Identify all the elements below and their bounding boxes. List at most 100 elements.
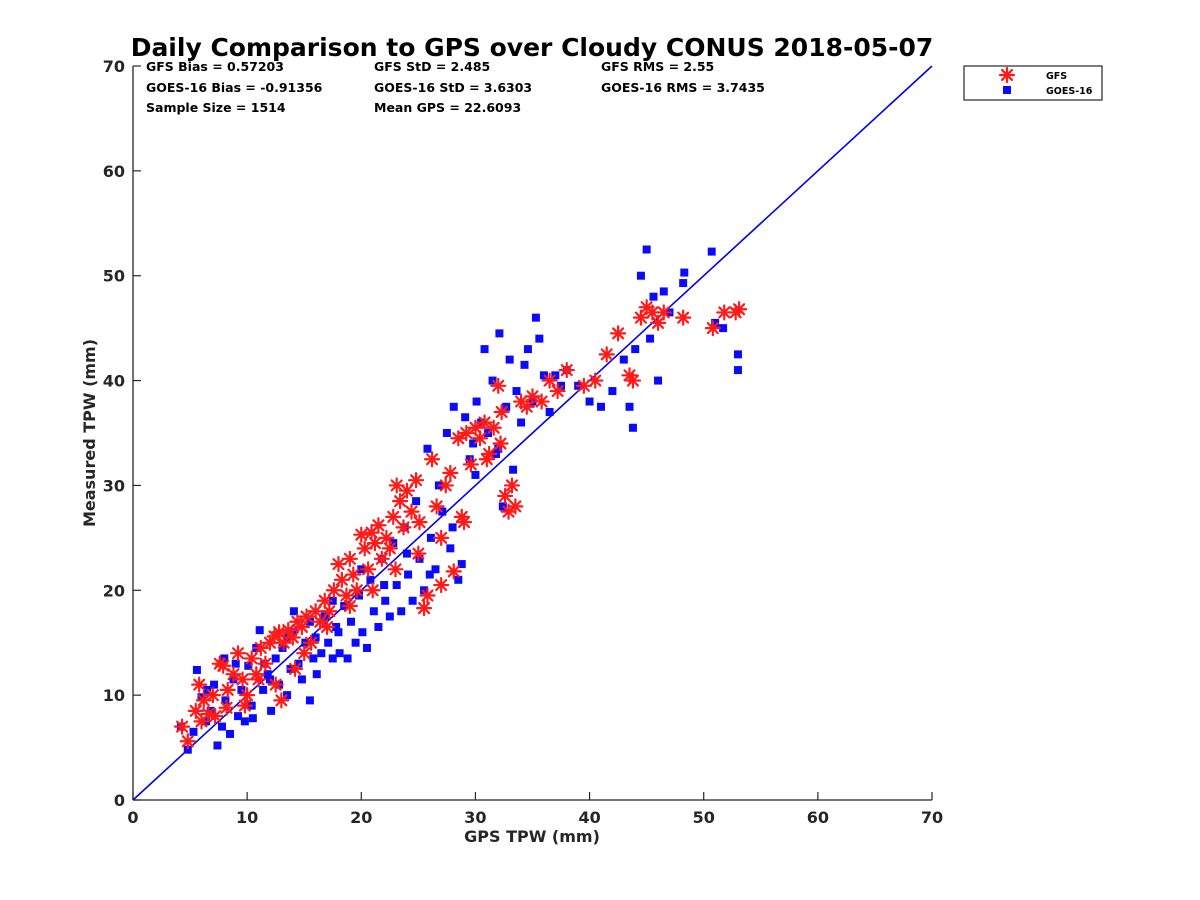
gfs-point (387, 561, 404, 578)
legend-gfs-marker (998, 66, 1016, 84)
gfs-point (318, 618, 336, 636)
y-tick-label: 70 (103, 57, 125, 76)
gfs-point (345, 566, 362, 583)
gfs-point (433, 576, 450, 594)
goes16-point (334, 628, 343, 637)
gfs-point (333, 571, 350, 588)
goes16-point (267, 706, 276, 715)
goes16-point (234, 712, 243, 721)
series-gfs (173, 299, 748, 750)
goes16-point (369, 607, 378, 616)
gfs-point (325, 582, 342, 599)
gfs-point (341, 597, 358, 615)
y-tick-label: 50 (103, 267, 125, 286)
gfs-point (407, 472, 425, 489)
gfs-point (378, 529, 395, 546)
gfs-point (541, 372, 558, 389)
stat-label: GOES-16 RMS = 3.7435 (601, 80, 765, 95)
goes16-point (408, 596, 417, 605)
legend-gfs-label: GFS (1046, 71, 1067, 82)
goes16-point (255, 626, 264, 635)
goes16-point (420, 586, 429, 595)
goes16-point (278, 643, 287, 652)
gfs-point (239, 687, 256, 704)
goes16-point (494, 444, 503, 453)
goes16-point (454, 575, 463, 584)
gfs-point (356, 540, 373, 557)
chart-title: Daily Comparison to GPS over Cloudy CONU… (131, 33, 934, 62)
goes16-point (517, 418, 526, 427)
gfs-point (423, 451, 441, 468)
x-tick-label: 20 (350, 808, 372, 827)
y-axis-label: Measured TPW (mm) (80, 339, 99, 527)
statistics-block: GFS Bias = 0.57203 GFS StD = 2.485 GFS RMS… (146, 59, 765, 115)
gfs-point (437, 477, 454, 494)
goes16-point (289, 607, 298, 616)
goes16-point (335, 649, 344, 658)
x-tick-label: 30 (464, 808, 486, 827)
gfs-point (649, 314, 667, 331)
goes16-point (425, 570, 434, 579)
goes16-point (183, 745, 192, 754)
goes16-point (271, 654, 280, 663)
gfs-point (419, 587, 436, 604)
stat-label: Mean GPS = 22.6093 (374, 100, 521, 115)
goes16-point (221, 696, 230, 705)
goes16-point (192, 665, 201, 674)
gfs-point (575, 377, 592, 394)
goes16-point (332, 622, 341, 631)
goes16-point (244, 661, 253, 670)
gfs-point (330, 555, 347, 573)
goes16-point (523, 345, 532, 354)
goes16-point (231, 659, 240, 668)
gfs-point (219, 681, 236, 699)
gfs-point (364, 582, 381, 599)
gfs-point (243, 650, 260, 667)
goes16-point (719, 324, 728, 333)
gfs-point (549, 382, 566, 400)
stat-label: GFS StD = 2.485 (374, 59, 490, 74)
goes16-point (351, 638, 360, 647)
goes16-point (213, 741, 222, 750)
gfs-point (215, 657, 232, 674)
goes16-point (309, 654, 318, 663)
gfs-point (478, 451, 495, 468)
gfs-point (204, 687, 221, 704)
gfs-point (411, 514, 428, 531)
plot-axes (132, 66, 932, 801)
goes16-point (240, 717, 249, 726)
gfs-point (234, 671, 251, 688)
y-tick-label: 0 (114, 791, 125, 810)
goes16-point (380, 581, 389, 590)
gfs-point (497, 487, 514, 505)
gfs-point (587, 372, 604, 389)
gfs-point (462, 456, 479, 473)
gfs-point (471, 430, 489, 447)
goes16-point (355, 591, 364, 600)
gfs-point (366, 534, 384, 552)
x-tick-label: 10 (236, 808, 258, 827)
goes16-point (625, 402, 634, 411)
goes16-point (733, 350, 742, 359)
gfs-point (518, 398, 535, 415)
gfs-point (370, 517, 387, 534)
stat-label: GFS RMS = 2.55 (601, 59, 714, 74)
goes16-point (596, 402, 605, 411)
gfs-point (284, 629, 301, 646)
x-tick-label: 60 (807, 808, 829, 827)
gfs-point (415, 600, 433, 617)
gfs-point (433, 529, 450, 546)
gfs-point (410, 545, 427, 562)
goes16-point (358, 628, 367, 637)
goes16-point (366, 575, 375, 584)
goes16-point (294, 659, 303, 668)
gfs-point (348, 582, 365, 599)
stat-label: GOES-16 StD = 3.6303 (374, 80, 532, 95)
gfs-point (193, 713, 210, 730)
stat-label: Sample Size = 1514 (146, 100, 286, 115)
legend-gfs-asterisk (998, 66, 1016, 84)
goes16-point (509, 465, 518, 474)
gfs-point (503, 477, 521, 494)
gfs-point (187, 702, 204, 719)
gfs-point (655, 304, 672, 321)
